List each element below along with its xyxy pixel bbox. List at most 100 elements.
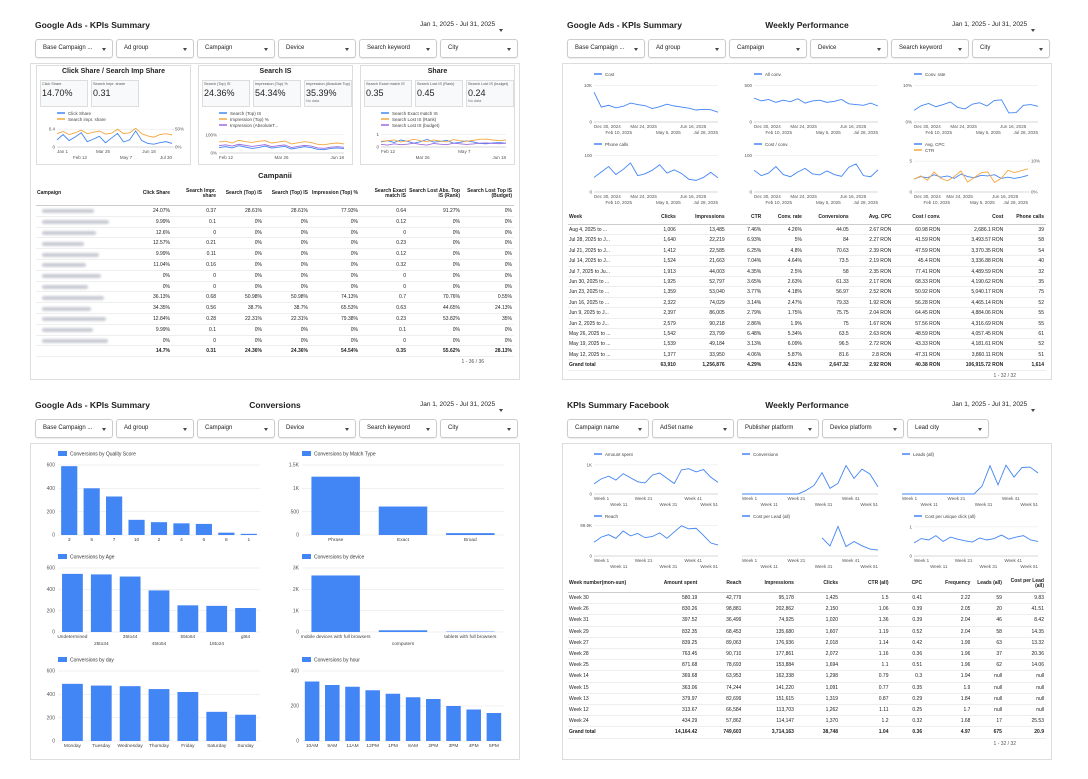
filter-dropdown[interactable]: Device	[810, 39, 888, 58]
column-header[interactable]: Leads (all)	[977, 580, 1002, 587]
x-tick-label: Week 21	[635, 496, 653, 501]
column-header[interactable]: Search Lost Abs. Top IS (Rank)	[409, 187, 460, 199]
x-tick-label: 6	[203, 537, 206, 543]
table-cell: 75	[843, 320, 849, 327]
y-tick-label: 400	[291, 669, 300, 675]
column-header[interactable]: Reach	[726, 580, 742, 587]
table-cell: 0.52	[912, 628, 923, 635]
column-header[interactable]: Avg. CPC	[868, 214, 892, 221]
filter-dropdown[interactable]: Lead city	[907, 419, 989, 438]
blurred-campaign-name	[42, 328, 94, 333]
table-cell: 65.53%	[341, 305, 358, 312]
y-tick-label: 200	[47, 608, 56, 614]
y-tick-label: 1K	[586, 462, 592, 467]
y-tick-label: 0%	[905, 120, 912, 125]
x-tick-label: 2PM	[428, 743, 438, 749]
scorecard	[466, 80, 514, 107]
table-cell: 1.84	[960, 695, 971, 702]
table-cell: null	[994, 684, 1002, 691]
column-header[interactable]: Impression (Top) %	[311, 190, 358, 197]
column-header[interactable]: Search Impr. share	[185, 187, 216, 199]
total-cell: Grand total	[569, 362, 596, 369]
column-header[interactable]: Impressions	[764, 580, 794, 587]
date-range[interactable]: Jan 1, 2025 - Jul 31, 2025	[420, 401, 509, 412]
filter-dropdown[interactable]: Search keyword	[891, 39, 969, 58]
filter-dropdown[interactable]: Device	[278, 419, 356, 438]
column-header[interactable]: Search Lost Top IS (Budget)	[467, 187, 512, 199]
filter-dropdown[interactable]: Campaign name	[567, 419, 649, 438]
filter-dropdown[interactable]: City	[440, 419, 518, 438]
table-cell: 5,040.17 RON	[971, 289, 1004, 296]
column-header[interactable]: Click Share	[142, 190, 170, 197]
filter-dropdown[interactable]: Base Campaign ...	[35, 419, 113, 438]
table-cell: 47.59 RON	[915, 247, 941, 254]
date-range[interactable]: Jan 1, 2025 - Jul 31, 2025	[952, 21, 1041, 32]
pagination[interactable]: 1 - 32 / 32	[993, 740, 1016, 747]
filter-dropdown[interactable]: Ad group	[648, 39, 726, 58]
table-cell: 4.06%	[747, 351, 762, 358]
table-cell: 1,607	[825, 628, 839, 635]
x-tick-label: Jun 16, 2025	[840, 194, 867, 199]
column-header[interactable]: Week number(mon-sun)	[569, 580, 627, 587]
column-header[interactable]: Amount spent	[663, 580, 698, 587]
column-header[interactable]: Cost per Lead (all)	[1010, 577, 1044, 589]
column-header[interactable]: Week	[569, 214, 582, 221]
filter-dropdown[interactable]: Search keyword	[359, 419, 437, 438]
scorecard-label: Impression (Absolute Top) %	[306, 82, 350, 86]
date-range[interactable]: Jan 1, 2025 - Jul 31, 2025	[952, 401, 1041, 412]
filter-dropdown[interactable]: Ad group	[116, 39, 194, 58]
table-cell: 0%	[504, 272, 512, 279]
table-cell: 53,040	[709, 289, 725, 296]
date-range[interactable]: Jan 1, 2025 - Jul 31, 2025	[420, 21, 509, 32]
filter-dropdown[interactable]: Campaign	[729, 39, 807, 58]
table-cell: 1,262	[825, 707, 839, 713]
table-cell: 0%	[254, 337, 262, 344]
bar	[195, 523, 212, 535]
x-tick-label: Week 41	[1004, 558, 1022, 563]
x-tick-label: Week 21	[788, 558, 806, 563]
filter-dropdown[interactable]: Publisher platform	[737, 419, 819, 438]
column-header[interactable]: Campaign	[37, 190, 62, 197]
column-header[interactable]: Search (Top) IS	[225, 190, 262, 197]
filter-dropdown[interactable]: Base Campaign ...	[35, 39, 113, 58]
filter-dropdown[interactable]: Campaign	[197, 39, 275, 58]
column-header[interactable]: CTR	[750, 214, 762, 221]
column-header[interactable]: Search (Top) IS	[271, 190, 308, 197]
column-header[interactable]: CPC	[911, 580, 923, 587]
x-tick-label: 7	[113, 537, 116, 543]
column-header[interactable]: CTR (all)	[867, 580, 889, 587]
total-cell: 63,910	[660, 362, 676, 369]
table-cell: 0%	[350, 262, 358, 268]
filter-dropdown[interactable]: City	[972, 39, 1050, 58]
table-cell: 0.1	[399, 326, 406, 333]
filter-dropdown[interactable]: Search keyword	[359, 39, 437, 58]
table-row	[36, 238, 514, 250]
scorecard-title: Click Share / Search Imp Share	[61, 68, 166, 75]
filter-dropdown[interactable]: Campaign	[197, 419, 275, 438]
column-header[interactable]: Frequency	[945, 580, 971, 587]
pagination[interactable]: 1 - 36 / 36	[461, 359, 484, 366]
column-header[interactable]: Conversions	[818, 214, 849, 221]
pagination[interactable]: 1 - 32 / 32	[993, 372, 1016, 379]
column-header[interactable]: Phone calls	[1016, 214, 1044, 221]
filter-dropdown[interactable]: AdSet name	[652, 419, 734, 438]
column-header[interactable]: Search Exact match IS	[374, 187, 406, 199]
table-cell: 1,091	[825, 684, 839, 691]
x-tick-label: Jul 28, 2025	[693, 130, 718, 135]
filter-dropdown[interactable]: Device	[278, 39, 356, 58]
x-tick-label: 3PM	[449, 743, 459, 749]
column-header[interactable]: Impressions	[695, 214, 725, 221]
table-cell: 0%	[254, 262, 262, 268]
column-header[interactable]: Cost	[992, 214, 1004, 221]
filter-dropdown[interactable]: Device platform	[822, 419, 904, 438]
filter-dropdown[interactable]: City	[440, 39, 518, 58]
panel-title: Google Ads - KPIs Summary	[35, 400, 150, 410]
column-header[interactable]: Clicks	[823, 580, 839, 587]
filter-dropdown[interactable]: Ad group	[116, 419, 194, 438]
column-header[interactable]: Cost / conv.	[912, 214, 941, 221]
legend-label: Reach	[605, 514, 619, 519]
table-cell: 0%	[452, 240, 460, 247]
column-header[interactable]: Clicks	[661, 214, 676, 221]
column-header[interactable]: Conv. rate	[777, 214, 802, 221]
filter-dropdown[interactable]: Base Campaign ...	[567, 39, 645, 58]
